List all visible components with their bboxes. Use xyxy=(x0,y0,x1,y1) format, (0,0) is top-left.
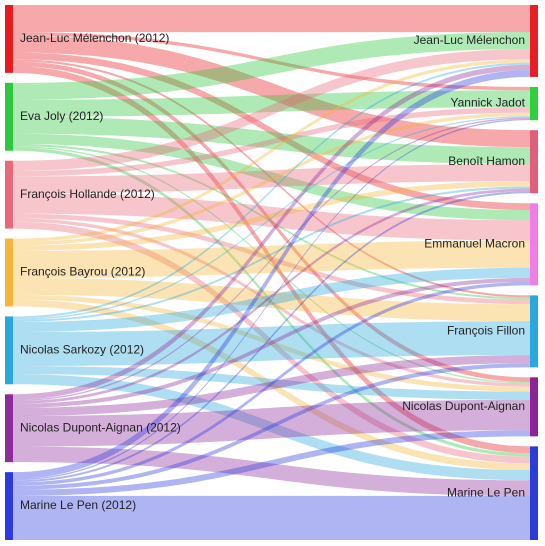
link xyxy=(13,62,530,319)
link xyxy=(13,66,530,454)
link xyxy=(13,118,530,481)
link xyxy=(13,70,530,479)
link xyxy=(13,294,530,392)
link xyxy=(13,240,530,278)
target-node xyxy=(530,377,538,437)
links xyxy=(13,5,530,540)
target-node xyxy=(530,5,538,77)
target-label: François Fillon xyxy=(447,324,525,338)
link xyxy=(13,374,530,481)
link xyxy=(13,181,530,251)
link xyxy=(13,145,530,384)
source-label: François Hollande (2012) xyxy=(20,187,155,201)
source-label: Jean-Luc Mélenchon (2012) xyxy=(20,31,169,45)
target-label: Nicolas Dupont-Aignan xyxy=(402,399,525,413)
link xyxy=(13,112,530,246)
link xyxy=(13,64,530,400)
link xyxy=(13,277,530,322)
target-node xyxy=(530,130,538,194)
link xyxy=(13,52,530,211)
link xyxy=(13,430,530,496)
link xyxy=(13,32,530,91)
link xyxy=(13,213,530,305)
link xyxy=(13,59,530,242)
target-label: Marine Le Pen xyxy=(447,485,525,499)
link xyxy=(13,399,530,447)
source-label: Nicolas Sarkozy (2012) xyxy=(20,343,144,357)
link xyxy=(13,355,530,416)
source-node xyxy=(5,160,13,229)
target-label: Yannick Jadot xyxy=(451,96,526,110)
link xyxy=(13,116,530,320)
source-label: François Bayrou (2012) xyxy=(20,265,145,279)
link xyxy=(13,107,530,177)
link xyxy=(13,191,530,483)
target-node xyxy=(530,86,538,121)
target-node xyxy=(530,203,538,286)
link xyxy=(13,277,530,408)
link xyxy=(13,446,530,496)
link xyxy=(13,186,530,322)
link xyxy=(13,117,530,402)
target-label: Emmanuel Macron xyxy=(424,237,525,251)
link xyxy=(13,59,530,298)
link xyxy=(13,61,530,383)
link xyxy=(13,221,530,464)
source-label: Marine Le Pen (2012) xyxy=(20,498,136,512)
link xyxy=(13,218,530,387)
target-label: Jean-Luc Mélenchon xyxy=(414,33,525,47)
source-label: Nicolas Dupont-Aignan (2012) xyxy=(20,420,181,434)
source-node xyxy=(5,5,13,73)
link xyxy=(13,32,530,100)
link xyxy=(13,321,530,366)
source-node xyxy=(5,82,13,151)
link xyxy=(13,282,530,486)
link xyxy=(13,193,530,241)
link xyxy=(13,133,530,221)
link xyxy=(13,188,530,404)
link xyxy=(13,365,530,400)
link xyxy=(13,363,530,490)
source-node xyxy=(5,238,13,307)
link xyxy=(13,495,530,540)
target-node xyxy=(530,446,538,540)
nodes: Jean-Luc Mélenchon (2012) Eva Joly (2012)… xyxy=(5,5,538,540)
source-node xyxy=(5,472,13,540)
source-node xyxy=(5,394,13,463)
link xyxy=(13,90,530,117)
link xyxy=(13,267,530,333)
link xyxy=(13,147,530,457)
source-node xyxy=(5,316,13,385)
source-label: Eva Joly (2012) xyxy=(20,109,103,123)
link xyxy=(13,299,530,471)
target-node xyxy=(530,295,538,368)
link xyxy=(13,5,530,33)
target-label: Benoît Hamon xyxy=(448,154,525,168)
link xyxy=(13,49,530,171)
link xyxy=(13,143,530,300)
link xyxy=(13,164,530,194)
link xyxy=(13,116,530,165)
link xyxy=(13,35,530,148)
